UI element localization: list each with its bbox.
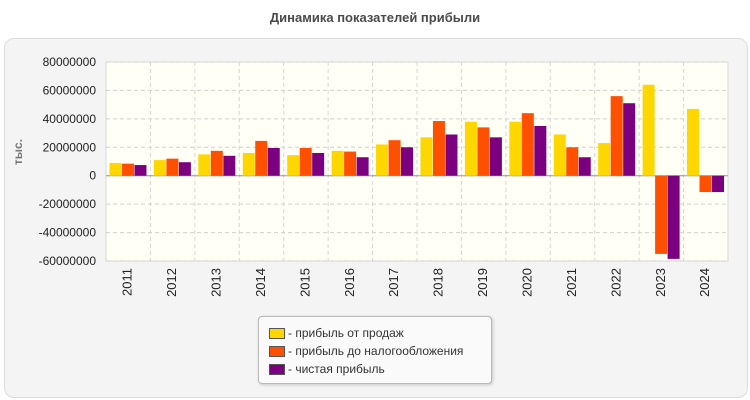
chart-legend: - прибыль от продаж - прибыль до налогоо…: [258, 316, 492, 384]
legend-item-sales-profit: - прибыль от продаж: [269, 325, 404, 341]
bar: [610, 96, 623, 176]
bar: [566, 147, 579, 176]
bar: [344, 151, 357, 176]
bar: [521, 113, 534, 176]
y-tick-label: 40000000: [43, 112, 97, 126]
bar: [477, 127, 490, 176]
bar: [699, 175, 712, 193]
bar: [376, 144, 389, 176]
bar: [287, 155, 300, 176]
bar: [109, 162, 122, 176]
y-tick-label: 60000000: [43, 83, 97, 97]
bar: [255, 140, 268, 176]
bar: [432, 120, 445, 176]
bar: [312, 152, 325, 176]
x-tick-label: 2021: [564, 268, 579, 297]
bar: [464, 121, 477, 176]
legend-swatch-sales-profit: [269, 327, 285, 339]
y-tick-label: -20000000: [39, 197, 97, 211]
bar: [388, 140, 401, 176]
bar: [667, 175, 680, 259]
legend-label-pretax-profit: - прибыль до налогообложения: [288, 344, 464, 358]
bar: [223, 155, 236, 176]
bar: [166, 158, 179, 176]
bar: [356, 157, 369, 176]
bar: [712, 175, 725, 193]
x-tick-label: 2024: [697, 268, 712, 297]
bar: [420, 137, 433, 176]
bar: [242, 152, 255, 176]
x-tick-label: 2011: [120, 268, 135, 296]
y-tick-label: -60000000: [39, 254, 97, 268]
chart-title: Динамика показателей прибыли: [269, 10, 481, 25]
bar: [178, 162, 191, 176]
bar: [121, 163, 134, 176]
bar: [578, 157, 591, 176]
bar: [534, 125, 547, 176]
bar: [687, 108, 700, 176]
bar: [598, 143, 611, 176]
x-tick-label: 2013: [209, 268, 224, 297]
y-tick-label: 80000000: [43, 55, 97, 69]
bar: [655, 175, 668, 254]
x-tick-label: 2014: [253, 268, 268, 297]
bar: [134, 165, 147, 176]
x-tick-label: 2023: [653, 268, 668, 297]
y-tick-label: -40000000: [39, 226, 97, 240]
legend-swatch-pretax-profit: [269, 345, 285, 357]
bar: [553, 134, 566, 176]
x-tick-label: 2018: [431, 268, 446, 297]
legend-label-net-profit: - чистая прибыль: [288, 362, 385, 376]
legend-item-pretax-profit: - прибыль до налогообложения: [269, 343, 463, 359]
bar: [489, 137, 502, 176]
bar: [445, 134, 458, 176]
legend-label-sales-profit: - прибыль от продаж: [288, 326, 404, 340]
x-tick-label: 2020: [520, 268, 535, 297]
legend-swatch-net-profit: [269, 363, 285, 375]
bar: [210, 150, 223, 176]
x-tick-label: 2022: [608, 268, 623, 297]
x-tick-label: 2012: [164, 268, 179, 297]
y-tick-label: 0: [89, 169, 96, 183]
x-tick-label: 2017: [386, 268, 401, 297]
legend-item-net-profit: - чистая прибыль: [269, 361, 385, 377]
bar: [509, 121, 522, 176]
x-tick-label: 2019: [475, 268, 490, 297]
y-tick-label: 20000000: [43, 140, 97, 154]
bar: [642, 84, 655, 176]
bar: [198, 154, 211, 176]
bar: [623, 103, 636, 176]
x-tick-label: 2016: [342, 268, 357, 297]
bar: [153, 160, 166, 176]
bar: [331, 150, 344, 176]
bar: [299, 147, 312, 176]
bar: [267, 147, 280, 176]
bar: [401, 147, 414, 176]
x-tick-label: 2015: [297, 268, 312, 297]
y-axis-label: тыс.: [11, 139, 25, 165]
